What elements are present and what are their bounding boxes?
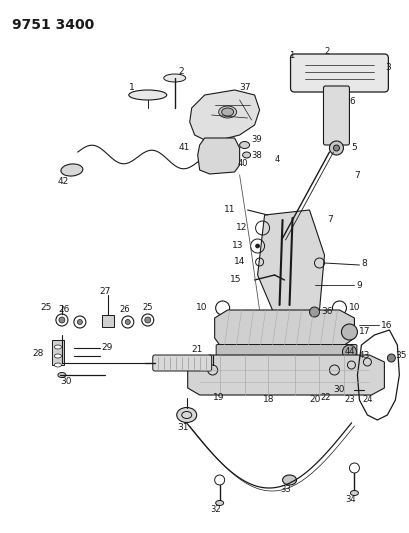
Text: 23: 23 <box>343 395 354 405</box>
Circle shape <box>144 317 151 323</box>
Text: 35: 35 <box>394 351 406 359</box>
Circle shape <box>342 345 355 359</box>
Text: 2: 2 <box>324 47 329 56</box>
Ellipse shape <box>54 345 61 349</box>
Polygon shape <box>197 138 239 174</box>
Text: 9: 9 <box>355 280 361 289</box>
Ellipse shape <box>176 408 196 423</box>
Ellipse shape <box>215 500 223 505</box>
Circle shape <box>341 324 357 340</box>
Ellipse shape <box>333 145 339 151</box>
Text: 25: 25 <box>142 303 153 312</box>
Ellipse shape <box>282 475 296 485</box>
Text: 41: 41 <box>178 143 189 152</box>
Circle shape <box>255 244 259 248</box>
Text: 42: 42 <box>58 177 69 187</box>
Text: 10: 10 <box>348 303 360 312</box>
Ellipse shape <box>221 108 233 116</box>
Text: 36: 36 <box>321 308 332 317</box>
Circle shape <box>387 354 394 362</box>
Text: 32: 32 <box>210 505 220 514</box>
Text: 7: 7 <box>353 171 360 180</box>
Circle shape <box>125 319 130 325</box>
Ellipse shape <box>350 490 357 496</box>
Text: 13: 13 <box>231 241 243 251</box>
Text: 24: 24 <box>361 395 372 405</box>
Ellipse shape <box>242 152 250 158</box>
Ellipse shape <box>61 164 83 176</box>
Text: 30: 30 <box>60 377 71 386</box>
Text: 7: 7 <box>327 215 333 224</box>
Text: 22: 22 <box>319 393 330 402</box>
Text: 12: 12 <box>236 223 247 232</box>
Text: 26: 26 <box>119 305 130 314</box>
Text: 28: 28 <box>32 349 44 358</box>
Ellipse shape <box>239 141 249 149</box>
Polygon shape <box>189 90 259 140</box>
Polygon shape <box>257 210 324 315</box>
Text: 2: 2 <box>178 68 184 77</box>
Text: 43: 43 <box>357 351 369 360</box>
Text: 29: 29 <box>101 343 113 352</box>
Text: 9751 3400: 9751 3400 <box>12 18 94 32</box>
Ellipse shape <box>54 354 61 358</box>
Text: 20: 20 <box>309 395 320 405</box>
Text: 3: 3 <box>384 63 390 72</box>
Ellipse shape <box>128 90 166 100</box>
Text: 26: 26 <box>58 305 70 314</box>
Polygon shape <box>214 310 353 345</box>
Ellipse shape <box>58 373 66 377</box>
Text: 39: 39 <box>251 135 262 144</box>
Circle shape <box>77 319 82 325</box>
Text: 1: 1 <box>289 51 294 60</box>
Circle shape <box>309 307 319 317</box>
FancyBboxPatch shape <box>323 86 348 145</box>
Text: 10: 10 <box>196 303 207 312</box>
Ellipse shape <box>329 141 343 155</box>
Ellipse shape <box>54 363 61 367</box>
Text: 6: 6 <box>348 98 354 107</box>
Text: 31: 31 <box>177 424 188 432</box>
FancyBboxPatch shape <box>216 344 356 359</box>
Text: 34: 34 <box>344 496 355 505</box>
Text: 25: 25 <box>40 303 52 312</box>
Text: 30: 30 <box>332 385 344 394</box>
Text: 15: 15 <box>229 276 241 285</box>
Text: 44: 44 <box>344 348 354 357</box>
FancyBboxPatch shape <box>290 54 387 92</box>
Text: 5: 5 <box>351 143 356 152</box>
Text: 38: 38 <box>251 150 262 159</box>
Text: 8: 8 <box>361 259 366 268</box>
Text: 18: 18 <box>262 395 273 405</box>
Text: 40: 40 <box>237 158 247 167</box>
Polygon shape <box>187 355 384 395</box>
FancyBboxPatch shape <box>153 355 211 371</box>
Text: 21: 21 <box>191 345 202 354</box>
Text: 33: 33 <box>279 486 290 495</box>
Text: 37: 37 <box>239 84 250 93</box>
Text: 17: 17 <box>359 327 370 336</box>
Text: 11: 11 <box>224 206 235 214</box>
Ellipse shape <box>163 74 185 82</box>
Bar <box>52 340 64 365</box>
Bar <box>101 315 114 327</box>
Ellipse shape <box>218 106 236 118</box>
Text: 1: 1 <box>129 84 135 93</box>
Circle shape <box>59 317 65 323</box>
Text: 19: 19 <box>212 393 224 402</box>
Text: 27: 27 <box>99 287 110 296</box>
Text: 4: 4 <box>274 156 279 165</box>
Text: 16: 16 <box>380 320 392 329</box>
Text: 14: 14 <box>234 257 245 266</box>
